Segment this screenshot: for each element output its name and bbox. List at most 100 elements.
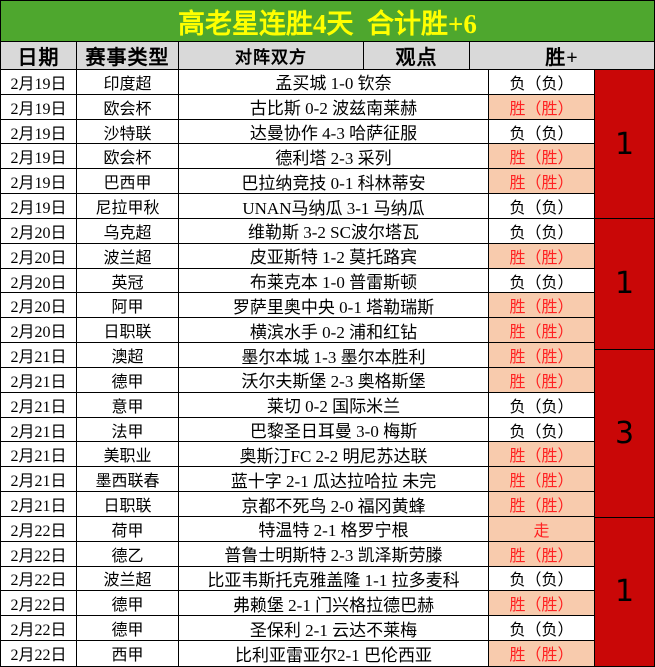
table-row: 2月21日 墨西联春 蓝十字 2-1 瓜达拉哈拉 未完 胜（胜） xyxy=(1,467,595,493)
league-cell: 法甲 xyxy=(77,417,179,443)
opinion-cell: 胜（胜） xyxy=(489,492,595,517)
date-cell: 2月19日 xyxy=(1,194,77,219)
league-cell: 德甲 xyxy=(77,367,179,393)
league-cell: 波兰超 xyxy=(77,243,179,269)
date-cell: 2月20日 xyxy=(1,293,77,319)
date-cell: 2月19日 xyxy=(1,94,77,120)
match-cell: 横滨水手 0-2 浦和红钻 xyxy=(179,318,489,344)
opinion-cell: 胜（胜） xyxy=(489,541,595,567)
match-cell: 布莱克本 1-0 普雷斯顿 xyxy=(179,268,489,294)
table-row: 2月20日 英冠 布莱克本 1-0 普雷斯顿 负（负） xyxy=(1,268,595,294)
table-row: 2月20日 日职联 横滨水手 0-2 浦和红钻 胜（胜） xyxy=(1,318,595,344)
opinion-cell: 胜（胜） xyxy=(489,169,595,195)
win-plus-merged-cell: 1 xyxy=(595,219,654,350)
match-cell: 皮亚斯特 1-2 莫托路宾 xyxy=(179,243,489,269)
league-cell: 德甲 xyxy=(77,616,179,642)
match-cell: 德利塔 2-3 采列 xyxy=(179,144,489,170)
league-cell: 德甲 xyxy=(77,591,179,617)
table-row: 2月22日 西甲 比利亚雷亚尔2-1 巴伦西亚 胜（胜） xyxy=(1,641,595,666)
win-plus-merged-cell: 3 xyxy=(595,349,654,518)
opinion-cell: 胜（胜） xyxy=(489,318,595,344)
date-cell: 2月22日 xyxy=(1,591,77,617)
match-cell: 沃尔夫斯堡 2-3 奥格斯堡 xyxy=(179,367,489,393)
table-row: 2月21日 法甲 巴黎圣日耳曼 3-0 梅斯 负（负） xyxy=(1,417,595,443)
column-header-win-plus: 胜+ xyxy=(470,42,654,70)
league-cell: 意甲 xyxy=(77,392,179,418)
date-cell: 2月22日 xyxy=(1,641,77,666)
date-cell: 2月21日 xyxy=(1,442,77,468)
table-row: 2月19日 印度超 孟买城 1-0 钦奈 负（负） xyxy=(1,70,595,95)
match-cell: 京都不死鸟 2-0 福冈黄蜂 xyxy=(179,492,489,517)
league-cell: 德乙 xyxy=(77,541,179,567)
league-cell: 印度超 xyxy=(77,70,179,95)
league-cell: 西甲 xyxy=(77,641,179,666)
table-row: 2月21日 澳超 墨尔本城 1-3 墨尔本胜利 胜（胜） xyxy=(1,343,595,368)
table-row: 2月21日 日职联 京都不死鸟 2-0 福冈黄蜂 胜（胜） xyxy=(1,492,595,517)
date-cell: 2月19日 xyxy=(1,70,77,95)
league-cell: 尼拉甲秋 xyxy=(77,194,179,219)
date-cell: 2月19日 xyxy=(1,144,77,170)
table-row: 2月19日 巴西甲 巴拉纳竞技 0-1 科林蒂安 胜（胜） xyxy=(1,169,595,195)
league-cell: 墨西联春 xyxy=(77,467,179,493)
table-row: 2月19日 欧会杯 德利塔 2-3 采列 胜（胜） xyxy=(1,144,595,170)
date-cell: 2月22日 xyxy=(1,566,77,592)
date-cell: 2月21日 xyxy=(1,343,77,368)
table-header-row: 日期 赛事类型 对阵双方 观点 胜+ xyxy=(1,42,654,70)
column-header-opinion: 观点 xyxy=(364,42,470,70)
match-cell: 特温特 2-1 格罗宁根 xyxy=(179,516,489,542)
match-cell: 圣保利 2-1 云达不莱梅 xyxy=(179,616,489,642)
opinion-cell: 负（负） xyxy=(489,194,595,219)
opinion-cell: 负（负） xyxy=(489,616,595,642)
column-header-league: 赛事类型 xyxy=(77,42,179,70)
opinion-cell: 负（负） xyxy=(489,417,595,443)
date-cell: 2月20日 xyxy=(1,243,77,269)
match-cell: 维勒斯 3-2 SC波尔塔瓦 xyxy=(179,218,489,244)
opinion-cell: 负（负） xyxy=(489,566,595,592)
table-row: 2月19日 沙特联 达曼协作 4-3 哈萨征服 负（负） xyxy=(1,119,595,145)
opinion-cell: 负（负） xyxy=(489,119,595,145)
table-body: 2月19日 印度超 孟买城 1-0 钦奈 负（负） 2月19日 欧会杯 古比斯 0-2 波兹… xyxy=(1,70,654,666)
column-header-match: 对阵双方 xyxy=(179,42,364,70)
match-cell: 孟买城 1-0 钦奈 xyxy=(179,70,489,95)
page-title: 高老星连胜4天 合计胜+6 xyxy=(1,1,654,42)
date-cell: 2月21日 xyxy=(1,367,77,393)
match-cell: 普鲁士明斯特 2-3 凯泽斯劳滕 xyxy=(179,541,489,567)
opinion-cell: 胜（胜） xyxy=(489,343,595,368)
match-cell: 古比斯 0-2 波兹南莱赫 xyxy=(179,94,489,120)
match-cell: 巴黎圣日耳曼 3-0 梅斯 xyxy=(179,417,489,443)
table-row: 2月20日 乌克超 维勒斯 3-2 SC波尔塔瓦 负（负） xyxy=(1,218,595,244)
opinion-cell: 胜（胜） xyxy=(489,591,595,617)
opinion-cell: 胜（胜） xyxy=(489,467,595,493)
opinion-cell: 胜（胜） xyxy=(489,293,595,319)
table-row: 2月22日 德甲 弗赖堡 2-1 门兴格拉德巴赫 胜（胜） xyxy=(1,591,595,617)
date-cell: 2月21日 xyxy=(1,417,77,443)
table-row: 2月20日 波兰超 皮亚斯特 1-2 莫托路宾 胜（胜） xyxy=(1,243,595,269)
league-cell: 荷甲 xyxy=(77,516,179,542)
opinion-cell: 胜（胜） xyxy=(489,94,595,120)
date-cell: 2月19日 xyxy=(1,119,77,145)
table-row: 2月22日 德甲 圣保利 2-1 云达不莱梅 负（负） xyxy=(1,616,595,642)
match-cell: 奥斯汀FC 2-2 明尼苏达联 xyxy=(179,442,489,468)
date-cell: 2月19日 xyxy=(1,169,77,195)
date-cell: 2月22日 xyxy=(1,516,77,542)
table-body-left: 2月19日 印度超 孟买城 1-0 钦奈 负（负） 2月19日 欧会杯 古比斯 0-2 波兹… xyxy=(1,70,595,666)
table-row: 2月19日 欧会杯 古比斯 0-2 波兹南莱赫 胜（胜） xyxy=(1,94,595,120)
table-row: 2月21日 意甲 莱切 0-2 国际米兰 负（负） xyxy=(1,392,595,418)
league-cell: 日职联 xyxy=(77,318,179,344)
opinion-cell: 负（负） xyxy=(489,70,595,95)
league-cell: 日职联 xyxy=(77,492,179,517)
table-row: 2月22日 荷甲 特温特 2-1 格罗宁根走 xyxy=(1,516,595,542)
match-cell: UNAN马纳瓜 3-1 马纳瓜 xyxy=(179,194,489,219)
table-row: 2月22日 波兰超 比亚韦斯托克雅盖隆 1-1 拉多麦科 负（负） xyxy=(1,566,595,592)
table-row: 2月22日 德乙 普鲁士明斯特 2-3 凯泽斯劳滕 胜（胜） xyxy=(1,541,595,567)
league-cell: 沙特联 xyxy=(77,119,179,145)
league-cell: 阿甲 xyxy=(77,293,179,319)
match-cell: 比利亚雷亚尔2-1 巴伦西亚 xyxy=(179,641,489,666)
league-cell: 波兰超 xyxy=(77,566,179,592)
column-header-date: 日期 xyxy=(1,42,77,70)
table-row: 2月21日 德甲 沃尔夫斯堡 2-3 奥格斯堡 胜（胜） xyxy=(1,367,595,393)
league-cell: 巴西甲 xyxy=(77,169,179,195)
match-cell: 巴拉纳竞技 0-1 科林蒂安 xyxy=(179,169,489,195)
